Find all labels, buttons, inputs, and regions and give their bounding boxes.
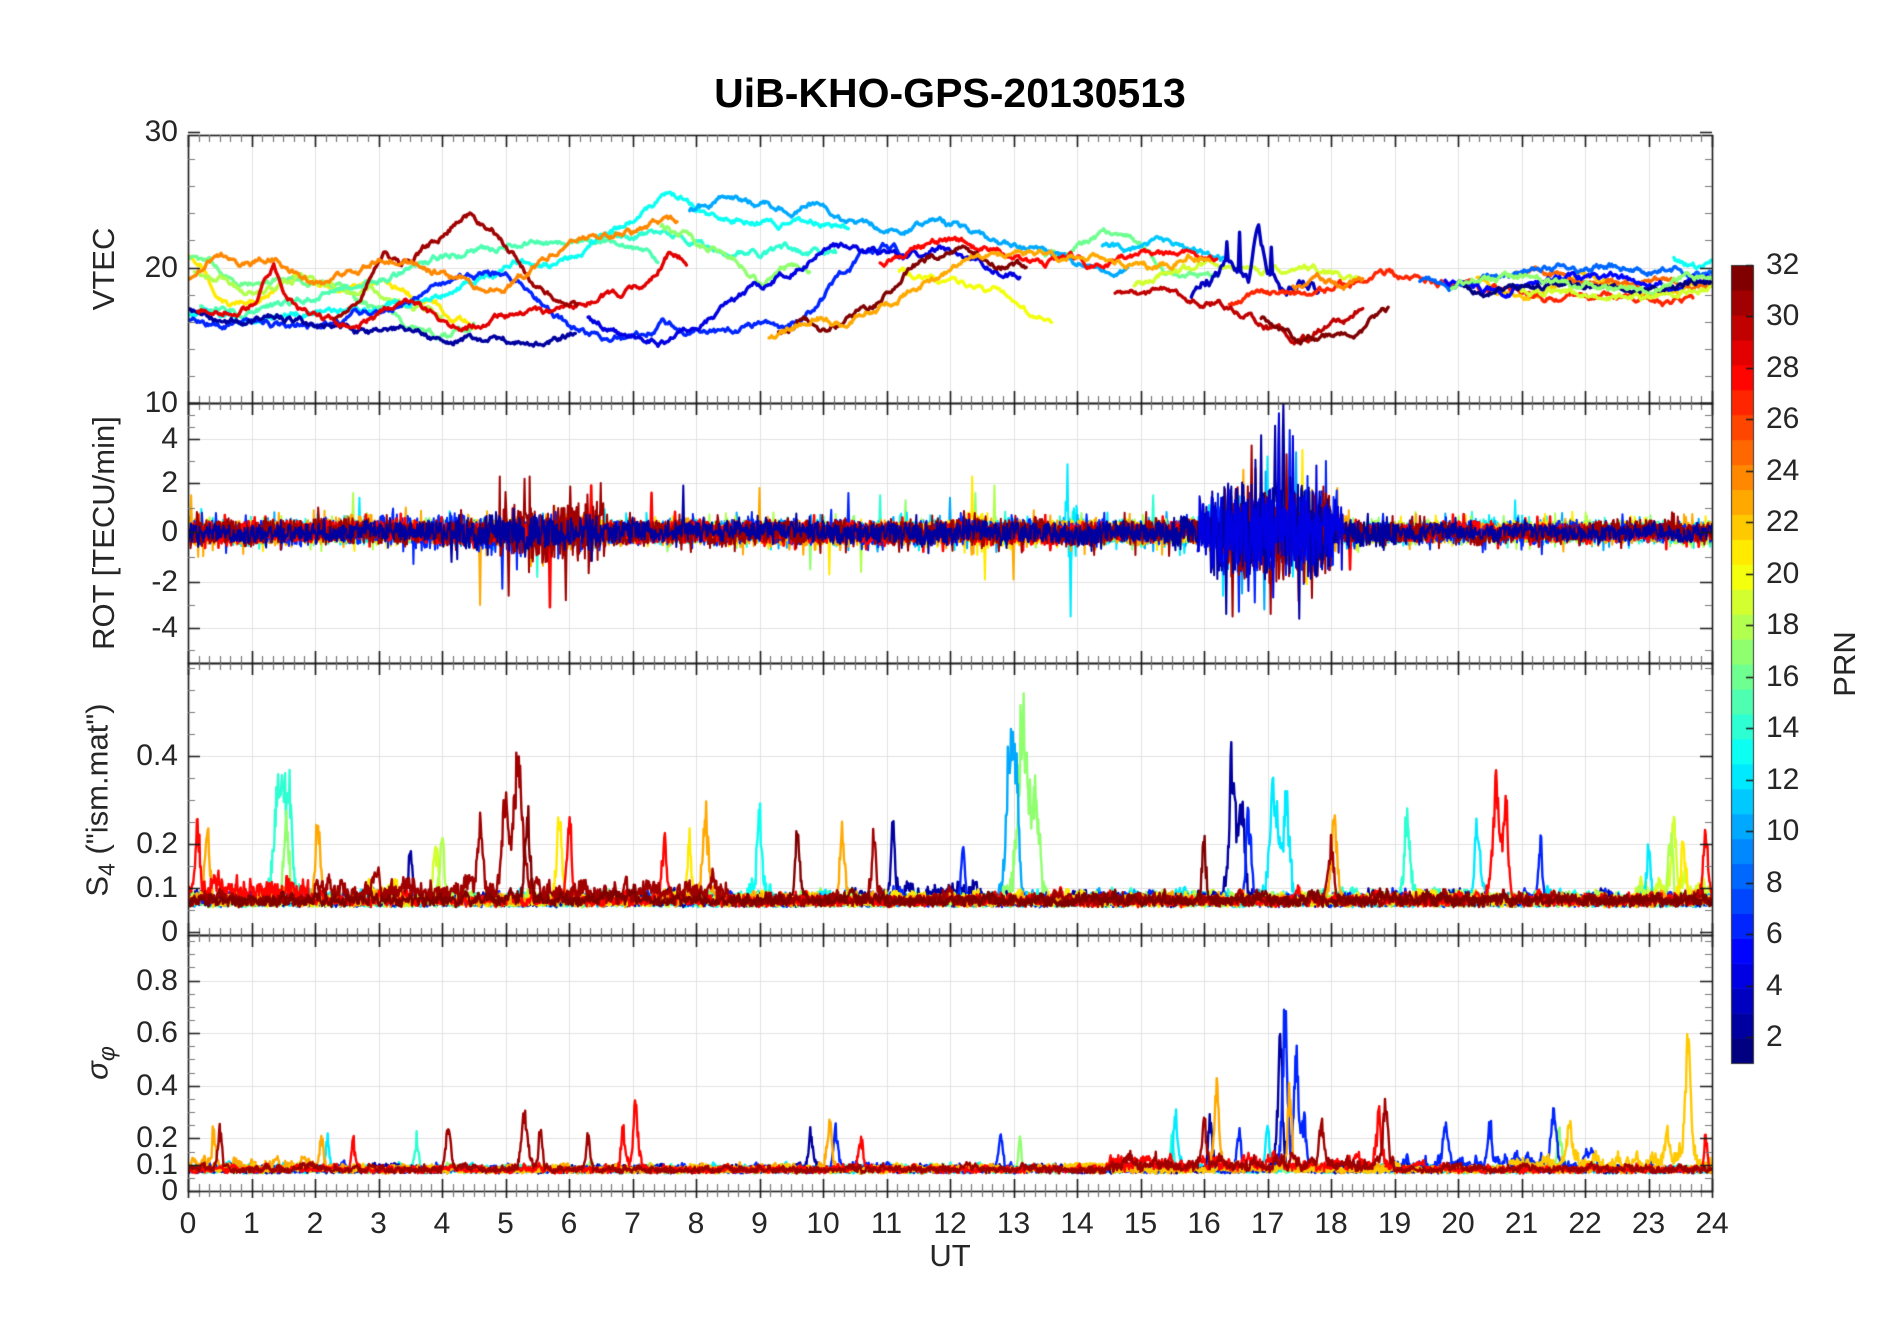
colorbar-tick-label: 30 <box>1766 299 1800 333</box>
x-tick-label: 17 <box>1250 1207 1285 1240</box>
y-tick-label-sigma: 0 <box>161 1174 178 1207</box>
y-tick-label-rot: 2 <box>161 466 178 500</box>
colorbar-label: PRN <box>1827 631 1862 697</box>
colorbar-tick-label: 10 <box>1766 814 1800 848</box>
colorbar-tick-label: 28 <box>1766 350 1800 384</box>
colorbar-tick-label: 8 <box>1766 865 1783 899</box>
x-tick-label: 21 <box>1504 1207 1539 1240</box>
colorbar-tick-label: 20 <box>1766 556 1800 590</box>
x-tick-label: 24 <box>1695 1207 1729 1240</box>
colorbar-tick-label: 18 <box>1766 608 1800 642</box>
colorbar-tick-label: 16 <box>1766 659 1800 693</box>
y-tick-label-rot: 0 <box>161 515 178 549</box>
x-tick-label: 14 <box>1060 1207 1094 1240</box>
y-tick-label-s4: 0.2 <box>136 827 178 861</box>
x-tick-label: 19 <box>1377 1207 1412 1240</box>
colorbar-tick-label: 2 <box>1766 1020 1783 1054</box>
colorbar-tick-label: 26 <box>1766 402 1800 436</box>
x-tick-label: 8 <box>687 1207 705 1240</box>
x-tick-label: 4 <box>433 1207 451 1240</box>
y-axis-label-s4: S4 ("ism.mat") <box>79 703 120 897</box>
x-tick-label: 7 <box>624 1207 641 1240</box>
x-tick-label: 5 <box>497 1207 514 1240</box>
x-tick-label: 6 <box>560 1207 578 1240</box>
y-tick-label-s4: 0.4 <box>136 739 178 773</box>
x-tick-label: 1 <box>243 1207 260 1240</box>
y-tick-label-vtec: 30 <box>144 115 178 149</box>
colorbar-tick-label: 22 <box>1766 505 1800 539</box>
colorbar-tick-label: 32 <box>1766 248 1800 281</box>
x-tick-label: 20 <box>1441 1207 1475 1240</box>
colorbar-tick-label: 12 <box>1766 762 1800 796</box>
x-tick-label: 12 <box>933 1207 967 1240</box>
y-tick-label-rot: -4 <box>151 610 178 644</box>
figure-title: UiB-KHO-GPS-20130513 <box>714 70 1186 116</box>
x-tick-label: 9 <box>751 1207 768 1240</box>
x-tick-label: 23 <box>1631 1207 1666 1240</box>
y-tick-label-s4: 0 <box>161 915 178 948</box>
y-tick-label-rot: 4 <box>161 421 178 455</box>
x-tick-label: 11 <box>870 1207 903 1240</box>
y-tick-label-rot: -2 <box>151 564 178 598</box>
y-tick-label-sigma: 0.6 <box>136 1016 178 1050</box>
x-tick-label: 0 <box>179 1207 197 1240</box>
y-tick-label-vtec: 20 <box>144 250 178 284</box>
x-tick-label: 3 <box>370 1207 387 1240</box>
x-tick-label: 10 <box>806 1207 840 1240</box>
x-axis-label: UT <box>929 1238 971 1273</box>
colorbar-tick-label: 14 <box>1766 711 1800 745</box>
x-tick-label: 22 <box>1568 1207 1602 1240</box>
x-tick-label: 18 <box>1314 1207 1348 1240</box>
colorbar-tick-label: 4 <box>1766 968 1783 1002</box>
y-tick-label-sigma: 0.8 <box>136 963 178 997</box>
y-tick-label-sigma: 0.4 <box>136 1068 178 1102</box>
y-tick-label-rot: 10 <box>144 386 178 419</box>
x-tick-label: 13 <box>996 1207 1031 1240</box>
y-tick-label-sigma: 0.1 <box>136 1147 178 1181</box>
y-tick-label-s4: 0.1 <box>136 871 178 905</box>
colorbar-tick-label: 24 <box>1766 453 1800 487</box>
x-tick-label: 16 <box>1187 1207 1221 1240</box>
colorbar-tick-label: 6 <box>1766 917 1783 951</box>
y-tick-label-sigma: 0.2 <box>136 1121 178 1155</box>
x-tick-label: 2 <box>306 1207 324 1240</box>
x-tick-label: 15 <box>1123 1207 1158 1240</box>
